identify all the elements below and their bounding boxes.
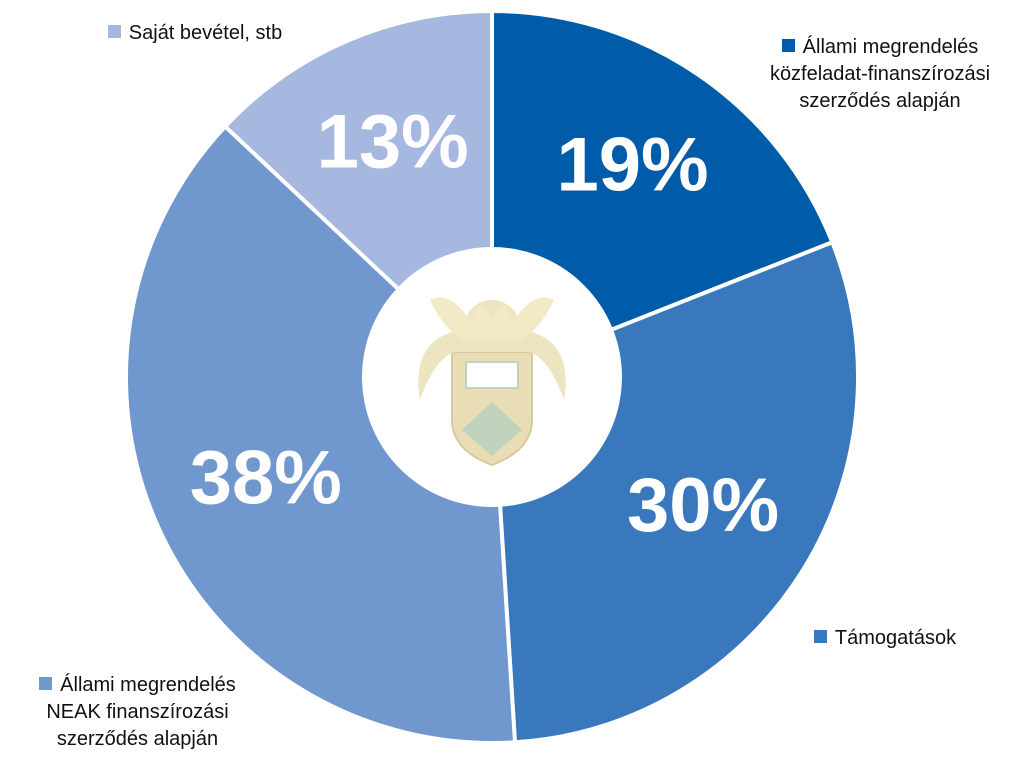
legend-label: Állami megrendelés NEAK finanszírozási s… xyxy=(46,674,236,750)
slice xyxy=(124,123,518,745)
legend-swatch xyxy=(107,25,121,38)
legend-item: Támogatások xyxy=(790,625,980,652)
legend-label: Saját bevétel, stb xyxy=(128,22,283,44)
legend-label: Állami megrendelés közfeladat-finanszíro… xyxy=(769,36,991,112)
legend-item: Saját bevétel, stb xyxy=(70,20,320,47)
value-label: 30% xyxy=(627,463,779,548)
legend-item: Állami megrendelés NEAK finanszírozási s… xyxy=(10,672,265,753)
labels: 19% 30% 38% 13% xyxy=(190,100,779,548)
legend-item: Állami megrendelés közfeladat-finanszíro… xyxy=(755,34,1005,115)
legend-label: Támogatások xyxy=(834,627,957,649)
value-label: 13% xyxy=(317,100,469,185)
value-label: 19% xyxy=(556,122,708,207)
legend-swatch xyxy=(39,677,53,690)
value-label: 38% xyxy=(190,436,342,521)
legend-swatch xyxy=(781,39,795,52)
emblem xyxy=(418,297,566,467)
legend-swatch xyxy=(813,630,827,643)
